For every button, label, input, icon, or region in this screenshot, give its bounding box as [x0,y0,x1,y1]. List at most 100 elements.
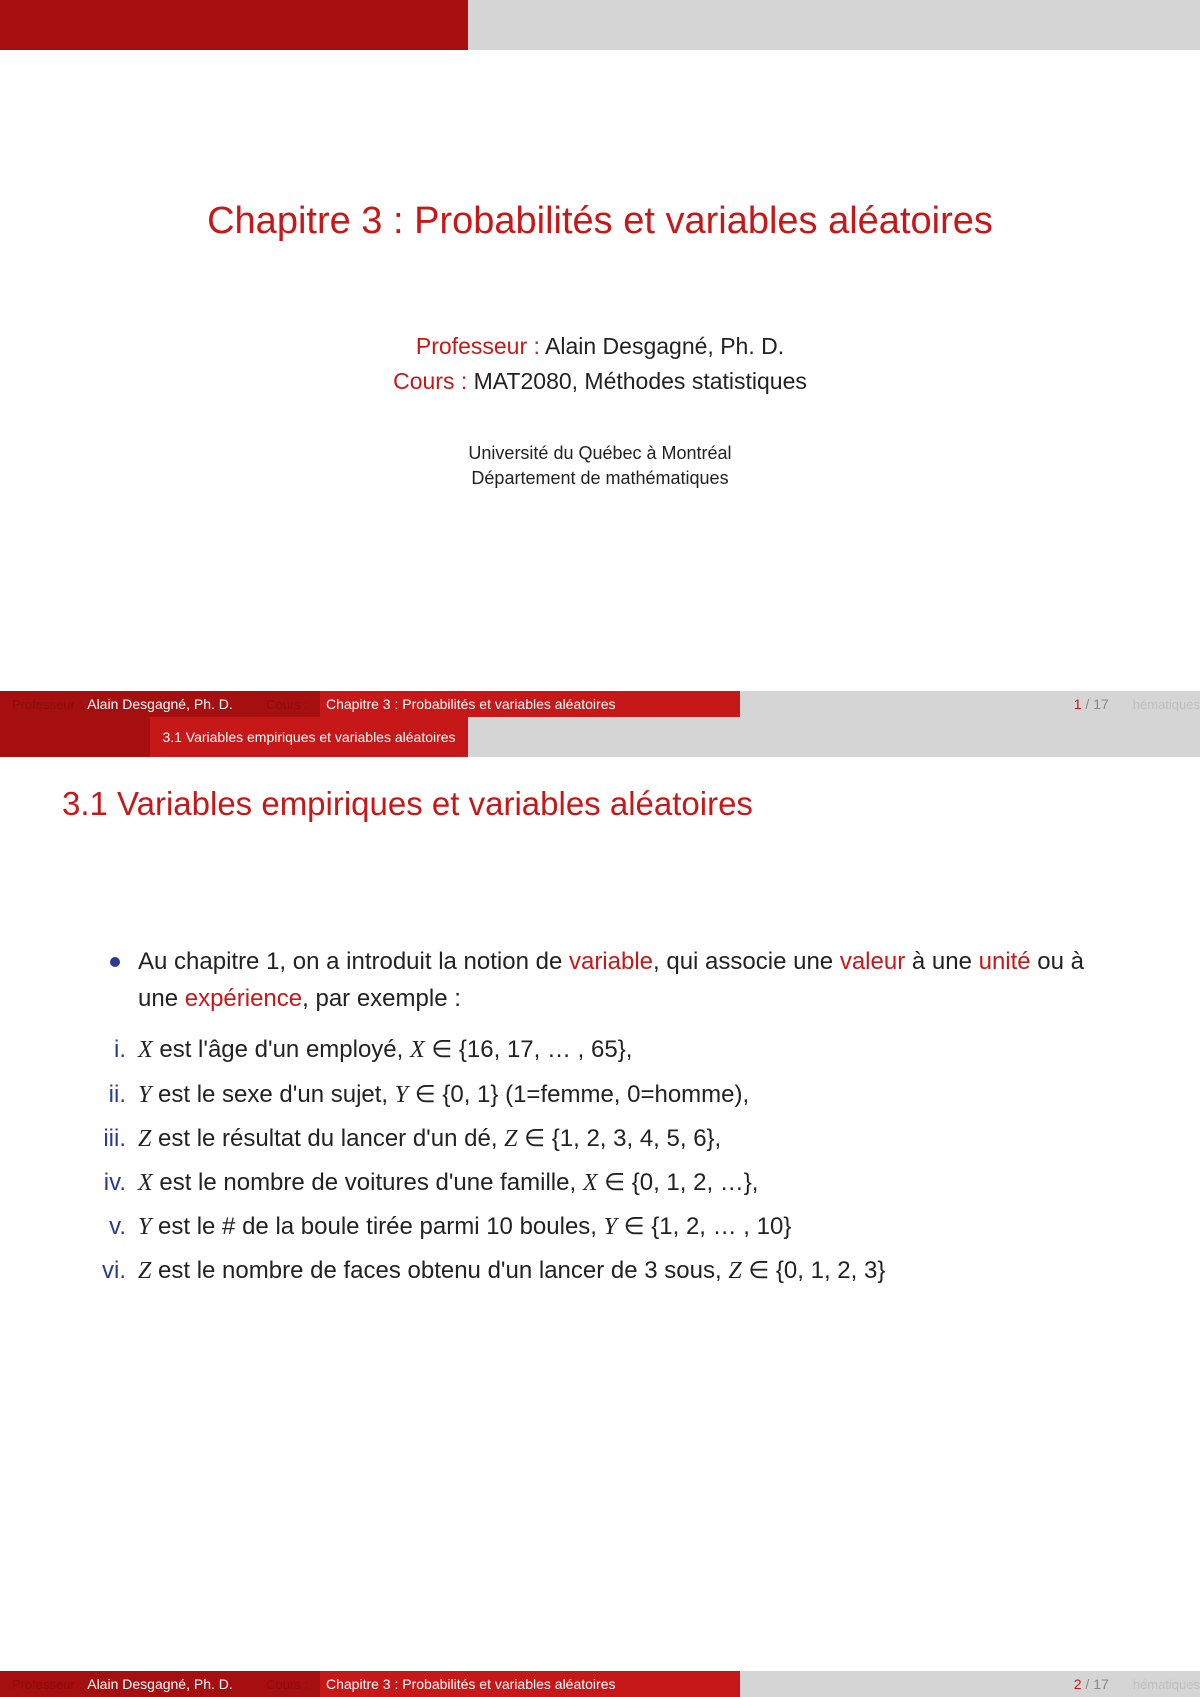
footer-tail-text: hématiques [1129,1677,1200,1692]
section-bar-left [0,717,150,757]
enum-set: ∈ {16, 17, … , 65}, [425,1036,633,1063]
footer-author: Alain Desgagné, Ph. D. [87,696,233,712]
enum-label: iii. [82,1120,126,1158]
slide2-header-bar: 3.1 Variables empiriques et variables al… [0,717,1200,757]
bullet-highlight: expérience [185,985,302,1012]
enum-body: X est le nombre de voitures d'une famill… [138,1164,1130,1202]
enum-item: ii. Y est le sexe d'un sujet, Y ∈ {0, 1} … [82,1076,1130,1114]
enum-label: iv. [82,1164,126,1202]
enum-text: est le # de la boule tirée parmi 10 boul… [151,1213,603,1240]
footer-title-block: Chapitre 3 : Probabilités et variables a… [320,691,740,717]
footer-author-block: Professeur : Alain Desgagné, Ph. D. Cour… [0,691,320,717]
enum-variable: Z [504,1126,517,1152]
bullet-text-part: à une [905,948,978,975]
bullet-text: Au chapitre 1, on a introduit la notion … [138,943,1130,1017]
bullet-item: Au chapitre 1, on a introduit la notion … [110,943,1130,1017]
enum-body: Z est le nombre de faces obtenu d'un lan… [138,1252,1130,1290]
course-label: Cours : [393,368,467,394]
footer-author: Alain Desgagné, Ph. D. [87,1676,233,1692]
section-title: 3.1 Variables empiriques et variables al… [62,785,1200,823]
enum-body: Y est le # de la boule tirée parmi 10 bo… [138,1208,1130,1246]
enum-variable: Y [138,1082,151,1108]
enum-label: ii. [82,1076,126,1114]
enum-variable: X [410,1037,425,1063]
enum-body: Y est le sexe d'un sujet, Y ∈ {0, 1} (1=… [138,1076,1130,1114]
enum-variable: Z [728,1258,741,1284]
enum-text: est l'âge d'un employé, [153,1036,410,1063]
footer-page: 2 / 17 [1074,1676,1129,1692]
enum-body: Z est le résultat du lancer d'un dé, Z ∈… [138,1120,1130,1158]
slide-2: 3.1 Variables empiriques et variables al… [0,717,1200,1697]
enum-item: i. X est l'âge d'un employé, X ∈ {16, 17,… [82,1031,1130,1069]
professor-label: Professeur : [416,333,540,359]
enum-variable: Y [138,1214,151,1240]
enum-variable: X [138,1037,153,1063]
enum-body: X est l'âge d'un employé, X ∈ {16, 17, …… [138,1031,1130,1069]
slide2-footer: Professeur : Alain Desgagné, Ph. D. Cour… [0,1671,1200,1697]
footer-tail-text: hématiques [1129,697,1200,712]
enum-text: est le sexe d'un sujet, [151,1081,394,1108]
enum-label: i. [82,1031,126,1069]
footer-ghost-course: Cours : [266,1677,308,1692]
slide-1: Chapitre 3 : Probabilités et variables a… [0,0,1200,717]
university-line: Université du Québec à Montréal [0,443,1200,464]
bullet-icon [110,957,120,967]
title-block: Chapitre 3 : Probabilités et variables a… [0,200,1200,243]
bullet-highlight: valeur [840,948,905,975]
enum-text: est le nombre de voitures d'une famille, [153,1169,583,1196]
bullet-highlight: variable [569,948,653,975]
enum-label: v. [82,1208,126,1246]
enum-text: est le nombre de faces obtenu d'un lance… [151,1257,728,1284]
enum-item: iii. Z est le résultat du lancer d'un dé,… [82,1120,1130,1158]
bullet-text-part: Au chapitre 1, on a introduit la notion … [138,948,569,975]
enum-item: v. Y est le # de la boule tirée parmi 10 … [82,1208,1130,1246]
footer-page-total: 17 [1093,1676,1109,1692]
enum-text: est le résultat du lancer d'un dé, [151,1125,504,1152]
footer-page: 1 / 17 [1074,696,1129,712]
bullet-text-part: , qui associe une [653,948,840,975]
enum-set: ∈ {1, 2, 3, 4, 5, 6}, [518,1125,722,1152]
footer-ghost-professor: Professeur : [12,697,82,712]
enum-variable: Y [604,1214,617,1240]
footer-page-current: 2 [1074,1676,1082,1692]
header-bar-right [468,0,1200,50]
section-bar-label: 3.1 Variables empiriques et variables al… [150,717,468,757]
bullet-text-part: , par exemple : [302,985,461,1012]
enum-set: ∈ {0, 1} (1=femme, 0=homme), [408,1081,749,1108]
footer-page-sep: / [1082,1676,1094,1692]
footer-page-sep: / [1082,696,1094,712]
enum-list: i. X est l'âge d'un employé, X ∈ {16, 17,… [82,1031,1130,1290]
enum-label: vi. [82,1252,126,1290]
footer-ghost-professor: Professeur : [12,1677,82,1692]
professor-name: Alain Desgagné, Ph. D. [545,333,784,359]
slide1-footer: Professeur : Alain Desgagné, Ph. D. Cour… [0,691,1200,717]
slide1-header-bar [0,0,1200,50]
professor-line: Professeur : Alain Desgagné, Ph. D. [0,333,1200,360]
enum-variable: X [583,1170,598,1196]
footer-author-block: Professeur : Alain Desgagné, Ph. D. Cour… [0,1671,320,1697]
affiliation-block: Université du Québec à Montréal Départem… [0,443,1200,489]
enum-variable: Z [138,1126,151,1152]
section-bar-right [468,717,1200,757]
course-line: Cours : MAT2080, Méthodes statistiques [0,368,1200,395]
enum-set: ∈ {1, 2, … , 10} [617,1213,791,1240]
footer-title: Chapitre 3 : Probabilités et variables a… [326,696,616,712]
bullet-highlight: unité [979,948,1031,975]
footer-title-block: Chapitre 3 : Probabilités et variables a… [320,1671,740,1697]
footer-page-total: 17 [1093,696,1109,712]
department-line: Département de mathématiques [0,468,1200,489]
enum-set: ∈ {0, 1, 2, …}, [597,1169,758,1196]
footer-title: Chapitre 3 : Probabilités et variables a… [326,1676,616,1692]
header-bar-left [0,0,468,50]
enum-set: ∈ {0, 1, 2, 3} [742,1257,886,1284]
slide2-content: Au chapitre 1, on a introduit la notion … [110,943,1130,1291]
chapter-title: Chapitre 3 : Probabilités et variables a… [0,200,1200,243]
author-block: Professeur : Alain Desgagné, Ph. D. Cour… [0,333,1200,395]
enum-variable: X [138,1170,153,1196]
footer-ghost-course: Cours : [266,697,308,712]
enum-variable: Y [395,1082,408,1108]
footer-page-current: 1 [1074,696,1082,712]
enum-item: iv. X est le nombre de voitures d'une fam… [82,1164,1130,1202]
enum-variable: Z [138,1258,151,1284]
course-name: MAT2080, Méthodes statistiques [474,368,807,394]
